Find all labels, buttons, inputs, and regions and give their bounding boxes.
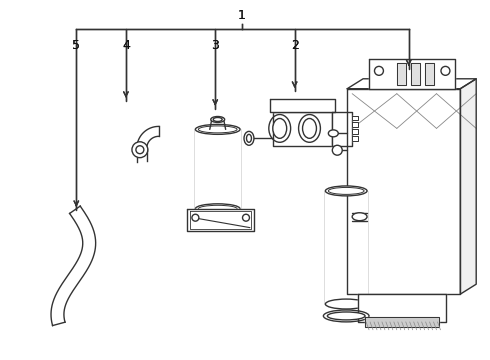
Polygon shape (352, 136, 358, 141)
Polygon shape (397, 63, 406, 85)
Text: 4: 4 (122, 39, 130, 51)
Text: 3: 3 (211, 39, 219, 51)
Ellipse shape (196, 125, 240, 134)
Polygon shape (365, 317, 440, 327)
Polygon shape (352, 129, 358, 134)
Text: 2: 2 (291, 39, 298, 51)
Ellipse shape (327, 312, 365, 320)
Ellipse shape (325, 299, 367, 309)
Polygon shape (270, 99, 335, 112)
Circle shape (132, 142, 148, 158)
Polygon shape (273, 112, 332, 146)
Ellipse shape (246, 134, 251, 142)
Text: 2: 2 (291, 39, 298, 51)
Polygon shape (325, 191, 367, 304)
Text: 4: 4 (122, 39, 130, 51)
Ellipse shape (213, 117, 222, 121)
Polygon shape (332, 112, 352, 146)
Ellipse shape (302, 118, 317, 138)
Text: 1: 1 (238, 9, 246, 22)
Circle shape (192, 214, 199, 221)
Polygon shape (358, 294, 446, 322)
Ellipse shape (269, 114, 291, 142)
Polygon shape (188, 209, 254, 231)
Text: 3: 3 (211, 39, 219, 51)
Polygon shape (196, 129, 240, 209)
Text: 5: 5 (73, 39, 80, 51)
Polygon shape (352, 116, 358, 121)
Polygon shape (137, 126, 159, 150)
Ellipse shape (325, 186, 367, 196)
Polygon shape (369, 59, 455, 89)
Ellipse shape (352, 213, 367, 221)
Circle shape (136, 146, 144, 154)
Circle shape (441, 66, 450, 75)
Polygon shape (425, 63, 434, 85)
Ellipse shape (273, 118, 287, 138)
Circle shape (332, 145, 342, 155)
Ellipse shape (328, 130, 338, 137)
Text: 5: 5 (73, 39, 80, 51)
Polygon shape (352, 122, 358, 127)
Ellipse shape (211, 117, 224, 122)
Ellipse shape (298, 114, 320, 142)
Polygon shape (411, 63, 419, 85)
Circle shape (243, 214, 249, 221)
Polygon shape (460, 79, 476, 294)
Polygon shape (347, 89, 460, 294)
Polygon shape (347, 79, 476, 89)
Ellipse shape (196, 204, 240, 214)
Ellipse shape (244, 131, 254, 145)
Ellipse shape (323, 310, 369, 322)
Text: 1: 1 (238, 9, 246, 22)
Polygon shape (51, 206, 96, 325)
Circle shape (374, 66, 383, 75)
